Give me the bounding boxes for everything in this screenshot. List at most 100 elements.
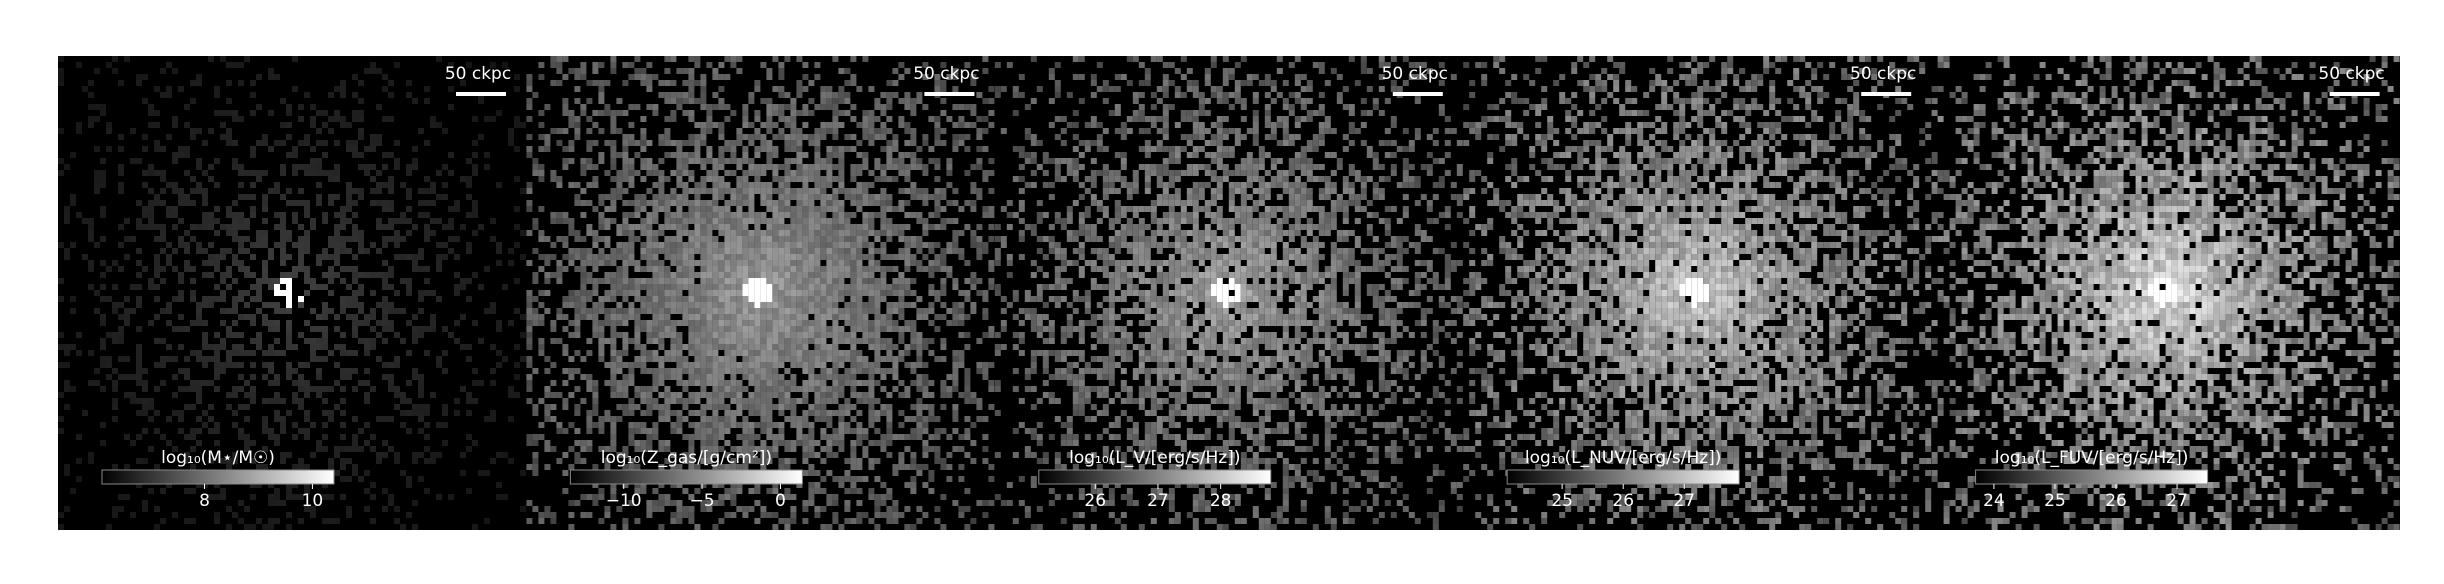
pixel bbox=[610, 146, 617, 152]
pixel bbox=[748, 440, 755, 446]
pixel bbox=[670, 290, 677, 296]
pixel bbox=[862, 224, 869, 230]
pixel bbox=[628, 404, 635, 410]
pixel bbox=[850, 302, 857, 308]
pixel bbox=[730, 200, 737, 206]
pixel bbox=[904, 266, 911, 272]
pixel bbox=[886, 344, 893, 350]
pixel bbox=[814, 158, 821, 164]
pixel bbox=[808, 422, 815, 428]
pixel bbox=[706, 116, 713, 122]
pixel bbox=[778, 332, 785, 338]
pixel bbox=[346, 248, 352, 254]
pixel bbox=[802, 410, 809, 416]
pixel bbox=[658, 464, 665, 470]
pixel bbox=[850, 440, 857, 446]
pixel bbox=[352, 152, 358, 158]
pixel bbox=[892, 290, 899, 296]
pixel bbox=[970, 398, 977, 404]
pixel bbox=[58, 80, 64, 86]
pixel bbox=[700, 410, 707, 416]
pixel bbox=[838, 332, 845, 338]
pixel bbox=[526, 80, 533, 86]
pixel bbox=[304, 392, 310, 398]
pixel bbox=[850, 242, 857, 248]
pixel bbox=[868, 272, 875, 278]
pixel bbox=[658, 524, 665, 530]
pixel bbox=[94, 188, 100, 194]
pixel bbox=[784, 104, 791, 110]
pixel bbox=[424, 404, 430, 410]
pixel bbox=[388, 272, 394, 278]
pixel bbox=[724, 278, 731, 284]
pixel bbox=[298, 248, 304, 254]
pixel bbox=[298, 296, 304, 302]
pixel bbox=[694, 158, 701, 164]
pixel bbox=[856, 320, 863, 326]
pixel bbox=[892, 434, 899, 440]
pixel bbox=[640, 362, 647, 368]
pixel bbox=[790, 98, 797, 104]
pixel bbox=[226, 134, 232, 140]
pixel bbox=[766, 422, 773, 428]
pixel bbox=[220, 320, 226, 326]
pixel bbox=[826, 278, 833, 284]
pixel bbox=[220, 494, 226, 500]
pixel bbox=[676, 380, 683, 386]
pixel bbox=[706, 404, 713, 410]
pixel bbox=[856, 140, 863, 146]
pixel bbox=[460, 176, 466, 182]
pixel bbox=[190, 428, 196, 434]
pixel bbox=[346, 446, 352, 452]
pixel bbox=[640, 296, 647, 302]
pixel bbox=[418, 332, 424, 338]
pixel bbox=[976, 278, 983, 284]
pixel bbox=[850, 446, 857, 452]
pixel bbox=[928, 266, 935, 272]
pixel bbox=[58, 524, 64, 530]
pixel bbox=[724, 356, 731, 362]
pixel bbox=[658, 170, 665, 176]
pixel bbox=[340, 218, 346, 224]
pixel bbox=[202, 332, 208, 338]
pixel bbox=[820, 218, 827, 224]
pixel bbox=[130, 158, 136, 164]
pixel bbox=[892, 230, 899, 236]
pixel bbox=[388, 80, 394, 86]
pixel bbox=[670, 218, 677, 224]
pixel bbox=[580, 446, 587, 452]
pixel bbox=[964, 200, 971, 206]
pixel bbox=[58, 362, 64, 368]
pixel bbox=[280, 236, 286, 242]
pixel bbox=[862, 332, 869, 338]
pixel bbox=[760, 242, 767, 248]
pixel bbox=[478, 224, 484, 230]
pixel bbox=[652, 380, 659, 386]
pixel bbox=[778, 248, 785, 254]
pixel bbox=[706, 218, 713, 224]
pixel bbox=[850, 104, 857, 110]
pixel bbox=[856, 272, 863, 278]
pixel bbox=[910, 488, 917, 494]
pixel bbox=[688, 248, 695, 254]
pixel bbox=[682, 182, 689, 188]
pixel bbox=[136, 434, 142, 440]
pixel bbox=[646, 356, 653, 362]
pixel bbox=[706, 302, 713, 308]
pixel bbox=[700, 350, 707, 356]
pixel bbox=[382, 362, 388, 368]
pixel bbox=[604, 308, 611, 314]
pixel bbox=[286, 152, 292, 158]
pixel bbox=[676, 428, 683, 434]
pixel bbox=[322, 518, 328, 524]
pixel bbox=[988, 332, 995, 338]
pixel bbox=[766, 110, 773, 116]
pixel bbox=[784, 398, 791, 404]
pixel bbox=[274, 326, 280, 332]
pixel bbox=[310, 104, 316, 110]
pixel bbox=[952, 314, 959, 320]
pixel bbox=[826, 218, 833, 224]
pixel bbox=[958, 134, 965, 140]
pixel bbox=[628, 458, 635, 464]
pixel bbox=[640, 230, 647, 236]
